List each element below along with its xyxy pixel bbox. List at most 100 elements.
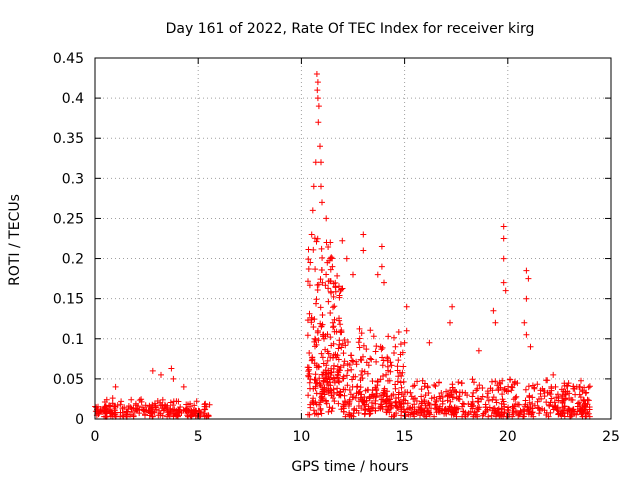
- y-tick-label: 0.15: [53, 292, 84, 308]
- data-point: [306, 370, 313, 377]
- data-point: [310, 183, 317, 190]
- data-point: [534, 381, 541, 388]
- data-point: [525, 383, 532, 390]
- data-point: [447, 387, 454, 394]
- data-point: [374, 271, 381, 278]
- data-point: [321, 389, 328, 396]
- data-point: [331, 378, 338, 385]
- data-point: [318, 350, 325, 357]
- data-point: [318, 323, 325, 330]
- data-point: [205, 412, 211, 419]
- data-point: [413, 398, 420, 404]
- data-point: [527, 343, 534, 350]
- data-point: [356, 398, 362, 405]
- x-tick-label: 10: [292, 429, 310, 445]
- data-point: [418, 393, 425, 400]
- data-point: [526, 392, 533, 399]
- data-point: [339, 237, 346, 244]
- data-point: [344, 360, 351, 367]
- data-point: [358, 391, 365, 398]
- data-point: [108, 409, 115, 416]
- data-point: [323, 215, 330, 222]
- data-point: [538, 395, 545, 402]
- data-point: [157, 399, 163, 406]
- data-point: [392, 395, 399, 402]
- data-point: [312, 159, 319, 166]
- data-point: [361, 368, 368, 375]
- data-point: [325, 285, 332, 292]
- data-point: [388, 402, 395, 409]
- data-point: [446, 405, 453, 411]
- data-point: [360, 353, 366, 360]
- data-point: [374, 382, 381, 389]
- data-point: [311, 316, 318, 323]
- data-point: [318, 183, 324, 190]
- data-point: [471, 379, 477, 386]
- data-point: [564, 408, 571, 415]
- data-point: [197, 409, 204, 416]
- data-point: [329, 405, 336, 412]
- data-point: [324, 385, 330, 392]
- data-point: [331, 328, 338, 335]
- data-point: [323, 398, 330, 405]
- data-point: [553, 394, 560, 401]
- data-point: [347, 412, 353, 418]
- data-point: [426, 409, 433, 416]
- data-point: [319, 396, 326, 403]
- data-point: [536, 405, 542, 412]
- data-point: [305, 256, 312, 263]
- data-point: [418, 400, 425, 407]
- data-point: [502, 287, 509, 294]
- data-point: [407, 404, 414, 411]
- data-point: [388, 392, 395, 399]
- data-point: [423, 405, 430, 411]
- data-point: [353, 384, 360, 390]
- data-point: [455, 379, 462, 386]
- data-point: [443, 388, 450, 395]
- y-tick-label: 0.3: [62, 171, 84, 187]
- data-point: [508, 387, 515, 394]
- data-point: [391, 334, 397, 341]
- data-point: [411, 408, 418, 415]
- data-point: [323, 271, 330, 278]
- data-point: [561, 382, 568, 389]
- data-point: [395, 329, 402, 335]
- data-point: [187, 403, 193, 410]
- data-point: [324, 348, 331, 355]
- data-point: [337, 388, 344, 395]
- data-point: [336, 283, 342, 290]
- data-point: [379, 362, 386, 369]
- x-tick-label: 25: [602, 429, 620, 445]
- data-point: [331, 398, 338, 405]
- data-point: [583, 410, 589, 417]
- data-point: [523, 267, 530, 274]
- data-point: [158, 371, 164, 378]
- data-point: [183, 408, 190, 415]
- data-point: [322, 333, 329, 340]
- data-point: [464, 392, 471, 399]
- data-point: [313, 410, 320, 417]
- data-point: [509, 409, 516, 416]
- data-point: [312, 266, 319, 273]
- data-point: [350, 394, 357, 401]
- data-point: [541, 388, 548, 394]
- data-point: [395, 357, 402, 364]
- data-point: [543, 377, 550, 384]
- data-point: [471, 409, 478, 416]
- data-point: [570, 383, 577, 390]
- data-point: [378, 263, 385, 270]
- data-point: [451, 411, 458, 417]
- data-point: [310, 385, 317, 392]
- data-point: [484, 394, 491, 401]
- data-point: [402, 397, 409, 404]
- data-point: [317, 407, 324, 413]
- data-point: [304, 317, 311, 324]
- data-point: [153, 406, 160, 413]
- data-point: [318, 267, 325, 273]
- data-point: [494, 382, 501, 389]
- data-point: [548, 387, 555, 394]
- data-point: [327, 354, 334, 361]
- x-tick-label: 15: [396, 429, 414, 445]
- data-point: [373, 358, 380, 365]
